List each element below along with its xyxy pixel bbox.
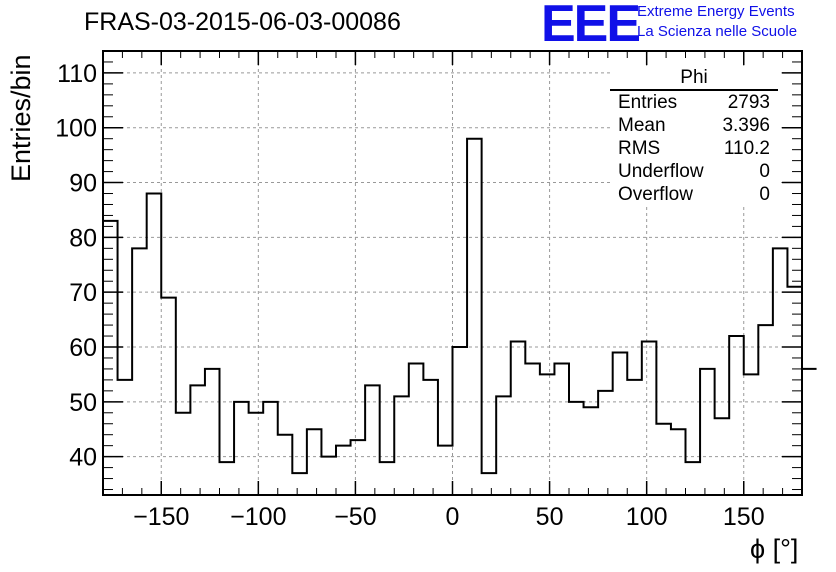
histogram-bin — [205, 369, 220, 495]
stats-row: Entries 2793 — [610, 91, 778, 114]
histogram-bin — [671, 429, 686, 495]
histogram-bin — [642, 342, 657, 495]
histogram-bin — [438, 446, 453, 495]
x-tick-label: 50 — [536, 503, 564, 531]
stats-box: Phi Entries 2793 Mean 3.396 RMS 110.2 Un… — [610, 67, 778, 206]
histogram-bin — [482, 473, 497, 495]
histogram-bin — [234, 402, 249, 495]
axis-ticks — [103, 50, 802, 495]
histogram-bin — [598, 391, 613, 495]
stats-title: Phi — [610, 67, 778, 91]
histogram-bin — [147, 194, 162, 495]
stats-value: 0 — [759, 184, 770, 205]
histogram-bin — [496, 396, 511, 495]
histogram-bin — [467, 139, 482, 495]
tick-labels: −150 −100 −50 0 50 100 150 40 50 60 70 80 90 100 110 — [55, 60, 764, 531]
histogram-bin — [190, 385, 205, 495]
histogram-bin — [758, 325, 773, 495]
y-axis-label: Entries/bin — [6, 54, 36, 182]
histogram-bin — [511, 342, 526, 495]
stats-label: Underflow — [618, 161, 704, 182]
histogram-bin — [321, 457, 336, 495]
x-tick-label: −150 — [133, 503, 189, 531]
stats-label: Overflow — [618, 184, 693, 205]
histogram-bin — [118, 380, 133, 495]
histogram-bin — [336, 446, 351, 495]
y-tick-label: 40 — [69, 444, 97, 472]
y-tick-label: 100 — [55, 115, 97, 143]
histogram-bin — [380, 462, 395, 495]
eee-logo: EEE — [541, 0, 641, 53]
histogram-bin — [554, 363, 569, 495]
histogram-bin — [176, 413, 191, 495]
y-tick-label: 60 — [69, 334, 97, 362]
x-axis-label: ϕ [°] — [750, 534, 799, 564]
stats-row: Overflow 0 — [610, 183, 778, 206]
histogram-bin — [220, 462, 235, 495]
stats-row: RMS 110.2 — [610, 137, 778, 160]
histogram-bin — [700, 369, 715, 495]
histogram-bin — [249, 413, 264, 495]
x-tick-label: −50 — [334, 503, 376, 531]
histogram-bin — [773, 248, 788, 495]
histogram-bin — [744, 374, 759, 495]
stats-value: 3.396 — [722, 115, 770, 136]
histogram-bin — [132, 248, 147, 495]
histogram-bin — [394, 396, 409, 495]
histogram-bin — [729, 336, 744, 495]
y-tick-label: 90 — [69, 170, 97, 198]
stats-label: RMS — [618, 138, 661, 159]
logo-caption-line1: Extreme Energy Events — [637, 3, 795, 20]
histogram-bin — [278, 435, 293, 495]
stats-label: Mean — [618, 115, 666, 136]
histogram-bin — [540, 374, 555, 495]
histogram-bin — [584, 407, 599, 495]
y-tick-label: 50 — [69, 389, 97, 417]
histogram-bin — [627, 380, 642, 495]
histogram-bin — [569, 402, 584, 495]
histogram-bin — [409, 363, 424, 495]
stats-value: 110.2 — [723, 138, 770, 159]
histogram-bin — [292, 473, 307, 495]
histogram-line — [103, 137, 817, 475]
x-tick-label: −100 — [230, 503, 286, 531]
histogram-bin — [525, 363, 540, 495]
histogram-bin — [656, 424, 671, 495]
x-tick-label: 0 — [446, 503, 460, 531]
stats-label: Entries — [618, 92, 678, 113]
y-tick-label: 110 — [57, 60, 97, 88]
logo-caption-line2: La Scienza nelle Scuole — [637, 23, 798, 40]
histogram-bin — [423, 380, 438, 495]
histogram-bin — [351, 440, 366, 495]
histogram-bin — [613, 352, 628, 495]
histogram-bin — [161, 298, 176, 495]
stats-row: Mean 3.396 — [610, 114, 778, 137]
stats-value: 0 — [759, 161, 770, 182]
y-tick-label: 70 — [69, 279, 97, 307]
histogram-bin — [802, 369, 817, 495]
stats-row: Underflow 0 — [610, 160, 778, 183]
x-tick-label: 150 — [723, 503, 765, 531]
histogram-bin — [263, 402, 278, 495]
histogram-bin — [453, 347, 468, 495]
y-tick-label: 80 — [69, 224, 97, 252]
histogram-bin — [307, 429, 322, 495]
x-tick-label: 100 — [626, 503, 668, 531]
chart-title: FRAS-03-2015-06-03-00086 — [84, 8, 401, 36]
stats-value: 2793 — [727, 92, 770, 113]
histogram-bin — [686, 462, 701, 495]
